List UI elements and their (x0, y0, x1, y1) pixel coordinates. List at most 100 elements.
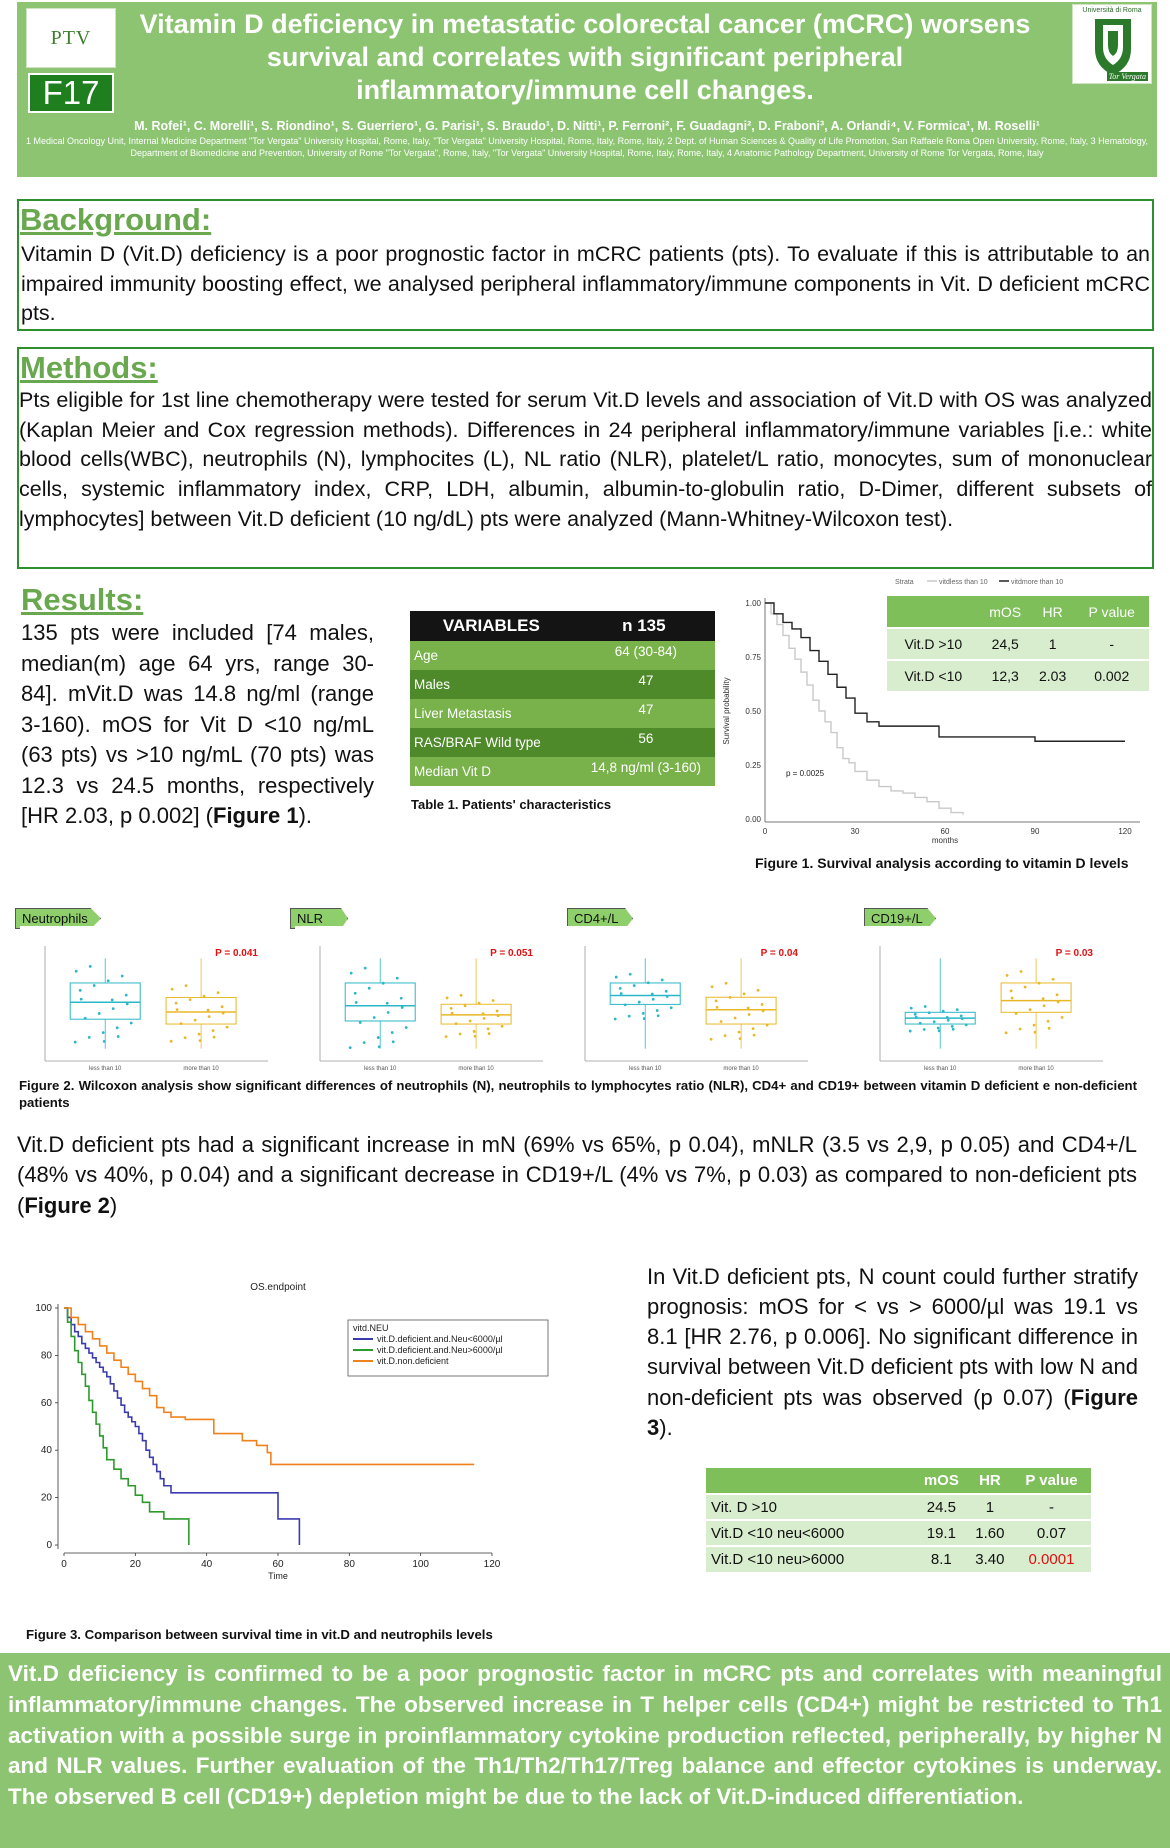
data-point (179, 1022, 183, 1026)
data-point (914, 1015, 918, 1019)
table-header: mOS (979, 596, 1031, 629)
data-point (1047, 1026, 1051, 1030)
x-tick-label: 120 (484, 1559, 501, 1570)
data-point (116, 1035, 120, 1038)
table-row: Vit.D <10 neu<6000 19.1 1.60 0.07 (706, 1519, 1091, 1546)
data-point (737, 1030, 741, 1034)
table-cell: Males (410, 670, 573, 699)
data-point (936, 1026, 940, 1030)
figure-reference: Figure 1 (213, 803, 299, 829)
patient-characteristics-table: VARIABLES n 135 Age 64 (30-84) Males 47 Liv… (410, 611, 715, 786)
data-point (709, 1037, 713, 1041)
data-point (1051, 977, 1055, 981)
panel-background (295, 926, 555, 1071)
panel-background (855, 926, 1115, 1071)
table-cell: 64 (30-84) (572, 641, 715, 670)
data-point (459, 993, 463, 997)
p-value-label: P = 0.03 (1056, 948, 1094, 959)
group-label: less than 10 (629, 1066, 662, 1072)
results-text: 135 pts were included [74 males, median(… (21, 618, 374, 832)
data-point (349, 971, 353, 975)
km-curve-vitdless-than-10 (765, 602, 964, 815)
shield-icon (1095, 19, 1131, 75)
data-point (618, 986, 622, 990)
data-point (354, 1001, 358, 1004)
data-point (1028, 1008, 1032, 1012)
data-point (765, 1023, 769, 1027)
data-point (656, 1014, 660, 1018)
data-point (124, 993, 128, 997)
figure1-km-plot: Strata vitdless than 10 vitdmore than 10 0.… (722, 579, 1140, 845)
table-row: Males 47 (410, 670, 715, 699)
p-value-annotation: p = 0.0025 (786, 769, 825, 778)
data-point (710, 985, 714, 989)
panel-label-cd4: CD4+/L (567, 908, 633, 929)
data-point (751, 1027, 755, 1031)
conclusion-box: Vit.D deficiency is confirmed to be a po… (0, 1653, 1170, 1848)
data-point (175, 1008, 179, 1012)
table-cell: Vit.D >10 (887, 628, 980, 661)
data-point (664, 989, 668, 993)
x-axis-label: Time (268, 1571, 288, 1581)
data-point (669, 1006, 673, 1010)
data-point (111, 1007, 115, 1011)
data-point (487, 1032, 491, 1036)
y-tick-label: 60 (41, 1398, 53, 1409)
data-point (399, 996, 403, 1000)
data-point (959, 1014, 963, 1018)
data-point (908, 1029, 912, 1033)
data-point (404, 1026, 408, 1029)
data-point (714, 999, 718, 1003)
table-cell: Vit.D <10 neu>6000 (706, 1545, 915, 1572)
table-row: Vit.D >10 24,5 1- (887, 628, 1149, 661)
data-point (733, 1016, 737, 1020)
data-point (1033, 1030, 1037, 1034)
data-point (1046, 1019, 1050, 1023)
y-tick-label: 40 (41, 1445, 53, 1456)
data-point (486, 1027, 490, 1031)
results-text-end: ) (109, 1192, 118, 1218)
data-point (1005, 973, 1009, 977)
data-point (913, 1012, 917, 1016)
data-point (665, 995, 669, 998)
table-header: P value (1011, 1468, 1091, 1494)
data-point (1056, 1000, 1060, 1004)
group-label: less than 10 (89, 1066, 122, 1072)
table-header: VARIABLES (410, 611, 573, 641)
data-point (458, 1032, 462, 1036)
boxplot-panel: P = 0.051 less than 10 more than 10 (295, 926, 555, 1072)
table-header: HR (1030, 596, 1075, 629)
figure-reference: Figure 3 (647, 1384, 1138, 1440)
methods-heading: Methods: (20, 350, 158, 385)
data-point (1032, 1023, 1036, 1027)
figure2-caption: Figure 2. Wilcoxon analysis show signifi… (19, 1078, 1137, 1111)
data-point (444, 1035, 448, 1039)
data-point (927, 1011, 931, 1015)
data-point (724, 981, 728, 985)
data-point (367, 986, 371, 990)
table-row: RAS/BRAF Wild type 56 (410, 728, 715, 757)
data-point (463, 1004, 467, 1008)
table-header: HR (967, 1468, 1012, 1494)
data-point (642, 1017, 646, 1020)
data-point (932, 1020, 936, 1024)
box-body (69, 982, 141, 1020)
data-point (385, 1001, 389, 1005)
data-point (445, 996, 449, 1000)
data-point (377, 1045, 381, 1049)
data-point (1009, 989, 1013, 993)
data-point (390, 1031, 394, 1034)
data-point (97, 1012, 101, 1015)
neutrophil-stratification-table: mOS HR P value Vit. D >10 24.5 1- Vit.D <10 … (706, 1468, 1091, 1572)
data-point (651, 997, 655, 1001)
results-text-body: In Vit.D deficient pts, N count could fu… (647, 1264, 1138, 1410)
table-cell: 12,3 (979, 660, 1031, 693)
data-point (477, 1001, 481, 1005)
table-cell: Vit. D >10 (706, 1493, 915, 1520)
x-axis-label: months (932, 836, 958, 845)
data-point (202, 994, 206, 998)
data-point (922, 1028, 926, 1031)
data-point (88, 965, 92, 968)
p-value-label: P = 0.041 (215, 948, 258, 959)
x-tick-label: 120 (1118, 827, 1132, 836)
